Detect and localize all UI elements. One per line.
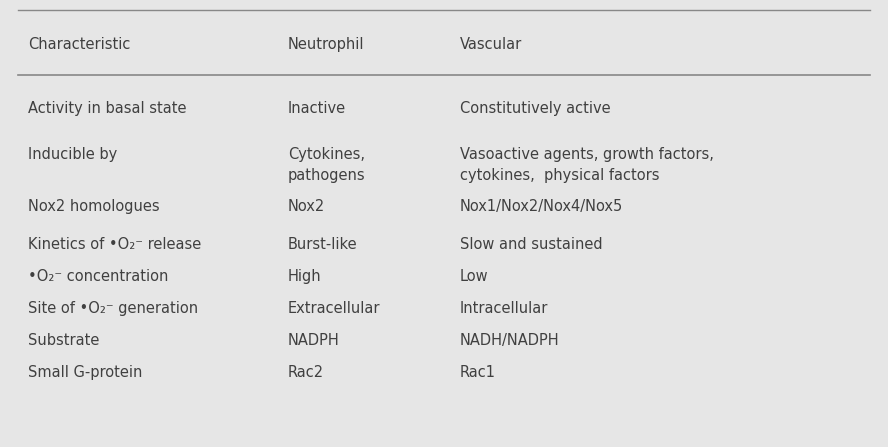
Text: Activity in basal state: Activity in basal state xyxy=(28,101,186,116)
Text: Small G-protein: Small G-protein xyxy=(28,365,142,380)
Text: Nox2 homologues: Nox2 homologues xyxy=(28,199,160,214)
Text: Intracellular: Intracellular xyxy=(460,301,549,316)
Text: Slow and sustained: Slow and sustained xyxy=(460,237,603,252)
Text: Nox2: Nox2 xyxy=(288,199,325,214)
Text: Extracellular: Extracellular xyxy=(288,301,380,316)
Text: Inducible by: Inducible by xyxy=(28,147,117,162)
Text: Site of •O₂⁻ generation: Site of •O₂⁻ generation xyxy=(28,301,198,316)
Text: Characteristic: Characteristic xyxy=(28,37,131,52)
Text: Vascular: Vascular xyxy=(460,37,522,52)
Text: Burst-like: Burst-like xyxy=(288,237,358,252)
Text: Rac1: Rac1 xyxy=(460,365,496,380)
Text: Neutrophil: Neutrophil xyxy=(288,37,364,52)
Text: NADPH: NADPH xyxy=(288,333,340,348)
Text: Rac2: Rac2 xyxy=(288,365,324,380)
Text: Low: Low xyxy=(460,269,488,284)
Text: Cytokines,
pathogens: Cytokines, pathogens xyxy=(288,147,366,183)
Text: Nox1/Nox2/Nox4/Nox5: Nox1/Nox2/Nox4/Nox5 xyxy=(460,199,623,214)
Text: Inactive: Inactive xyxy=(288,101,346,116)
Text: Constitutively active: Constitutively active xyxy=(460,101,611,116)
Text: Substrate: Substrate xyxy=(28,333,99,348)
Text: High: High xyxy=(288,269,321,284)
Text: Kinetics of •O₂⁻ release: Kinetics of •O₂⁻ release xyxy=(28,237,202,252)
Text: •O₂⁻ concentration: •O₂⁻ concentration xyxy=(28,269,169,284)
Text: Vasoactive agents, growth factors,
cytokines,  physical factors: Vasoactive agents, growth factors, cytok… xyxy=(460,147,714,183)
Text: NADH/NADPH: NADH/NADPH xyxy=(460,333,559,348)
